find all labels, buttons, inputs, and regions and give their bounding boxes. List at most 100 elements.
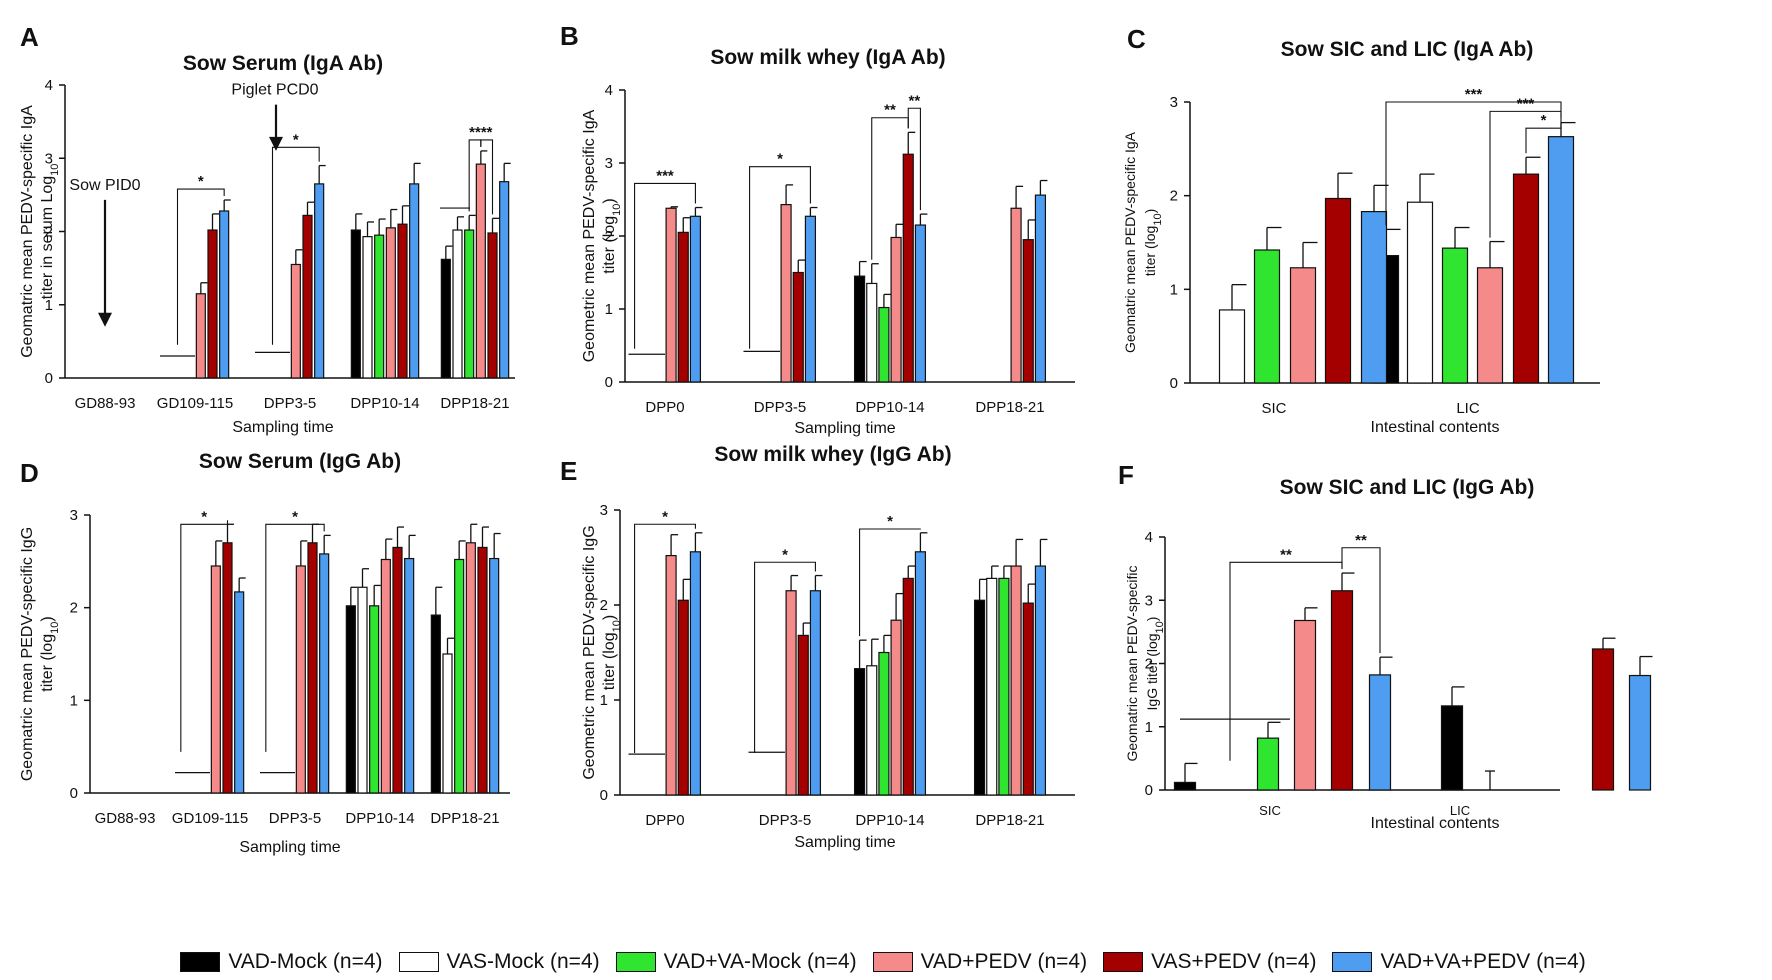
x-tick-label: SIC (1259, 803, 1281, 818)
y-tick-label: 0 (1145, 782, 1153, 799)
bar (210, 565, 221, 794)
bar (986, 577, 998, 796)
legend-item-vas-pedv: VAS+PEDV (n=4) (1103, 950, 1316, 974)
y-axis-label: titer (log10) (39, 616, 61, 691)
x-tick-label: DPP10-14 (855, 399, 924, 416)
bar (1368, 674, 1392, 791)
significance-bracket (271, 146, 320, 345)
significance-bracket (634, 182, 696, 349)
bar (902, 153, 914, 383)
bar (440, 258, 451, 379)
significance-label: * (1541, 112, 1547, 129)
y-tick-label: 1 (1170, 281, 1178, 298)
x-tick-label: GD88-93 (95, 810, 156, 827)
panel-letter: E (560, 456, 577, 486)
y-tick-label: 2 (70, 600, 78, 617)
bar (409, 183, 420, 379)
bar (890, 619, 902, 796)
significance-bracket (1341, 547, 1381, 654)
bar (853, 275, 866, 383)
x-tick-label: DPP10-14 (855, 812, 924, 829)
y-tick-label: 3 (70, 507, 78, 524)
legend-label: VAD+VA+PEDV (n=4) (1380, 950, 1586, 973)
significance-label: * (293, 131, 299, 148)
legend-swatch (1332, 952, 1373, 972)
bar (1360, 210, 1388, 384)
x-axis-label: Intestinal contents (1371, 815, 1500, 832)
x-axis-label: Sampling time (239, 839, 340, 856)
bar (1293, 619, 1317, 791)
bar (380, 558, 391, 794)
x-tick-label: DPP0 (645, 812, 684, 829)
bar (1591, 648, 1615, 791)
significance-bracket (907, 107, 921, 211)
bar (1330, 590, 1354, 791)
y-axis-label: Geomatric mean PEDV-specific IgG (19, 527, 36, 781)
bar (1256, 737, 1280, 791)
y-tick-label: 2 (1145, 656, 1153, 673)
y-tick-label: 4 (605, 82, 613, 99)
significance-label: * (198, 173, 204, 190)
bar (1476, 267, 1504, 384)
bar (902, 577, 914, 796)
significance-label: *** (656, 167, 674, 184)
y-tick-label: 0 (1170, 375, 1178, 392)
bar (397, 223, 408, 379)
bar (357, 586, 368, 794)
significance-bracket (634, 523, 696, 753)
x-tick-label: DPP10-14 (350, 395, 419, 412)
significance-bracket (180, 520, 229, 752)
bar (404, 557, 415, 794)
bar (1406, 201, 1434, 384)
bar (487, 232, 498, 379)
y-axis-label: Geomatric mean PEDV-specific IgA (1122, 131, 1138, 353)
chart-title: Sow Serum (IgG Ab) (199, 450, 401, 473)
bar (1324, 197, 1352, 384)
chart-panel-f: F Sow SIC and LIC (IgG Ab) 0 1 2 3 4 Geomatric … (1118, 460, 1653, 832)
y-tick-label: 2 (600, 597, 608, 614)
y-axis-label: Geomatric mean PEDV-specific (1124, 565, 1140, 761)
bar (804, 215, 817, 383)
legend-swatch (1103, 952, 1144, 972)
x-tick-label: DPP3-5 (759, 812, 812, 829)
chart-panel-c: C Sow SIC and LIC (IgA Ab) 0 1 2 3 Geomatric m… (1122, 24, 1600, 436)
panel-letter: B (560, 21, 579, 51)
significance-bracket (749, 166, 811, 349)
y-axis-label: titer (log10) (601, 615, 623, 690)
significance-bracket (1525, 118, 1562, 154)
bar (475, 163, 486, 379)
bar (914, 551, 927, 796)
panel-letter: A (20, 22, 39, 52)
bar (369, 605, 380, 794)
y-axis-label: Geomatric mean PEDV-specific IgA (19, 105, 36, 358)
bar (392, 546, 403, 794)
bar (499, 181, 510, 379)
y-tick-label: 3 (600, 502, 608, 519)
legend-swatch (398, 952, 439, 972)
bar (1512, 173, 1540, 384)
y-axis-label: titer in serum Log10 (39, 164, 61, 300)
significance-bracket (754, 561, 816, 753)
significance-bracket (1489, 110, 1562, 238)
x-tick-label: LIC (1450, 803, 1470, 818)
bar (1034, 194, 1047, 383)
significance-bracket (176, 188, 225, 345)
y-tick-label: 1 (45, 297, 53, 314)
y-axis-label: titer (log10) (1142, 209, 1164, 277)
x-tick-label: DPP10-14 (345, 810, 414, 827)
bar (1010, 207, 1022, 383)
chart-title: Sow milk whey (IgA Ab) (710, 46, 945, 69)
x-tick-label: DPP18-21 (440, 395, 509, 412)
legend-item-vas-mock: VAS-Mock (n=4) (398, 950, 600, 974)
bar (1628, 674, 1652, 791)
y-tick-label: 2 (1170, 188, 1178, 205)
bar (677, 599, 689, 796)
bar (477, 546, 488, 794)
bar (345, 605, 356, 794)
y-tick-label: 4 (1145, 529, 1153, 546)
significance-bracket (480, 139, 494, 215)
significance-label: ** (908, 92, 920, 109)
y-tick-label: 0 (605, 374, 613, 391)
bar (290, 263, 301, 379)
